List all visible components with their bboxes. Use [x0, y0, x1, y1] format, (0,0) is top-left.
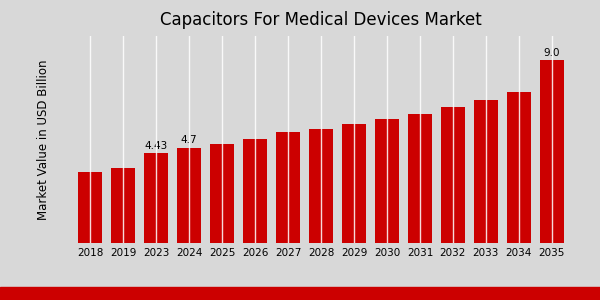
Bar [342, 124, 366, 243]
Bar [474, 100, 498, 243]
Bar [78, 172, 102, 243]
Bar [309, 129, 333, 243]
Bar [177, 148, 201, 243]
Bar [111, 168, 135, 243]
Bar [408, 113, 432, 243]
Y-axis label: Market Value in USD Billion: Market Value in USD Billion [37, 59, 50, 220]
Bar [210, 144, 234, 243]
Bar [144, 153, 168, 243]
Text: 4.43: 4.43 [145, 141, 168, 151]
Text: 9.0: 9.0 [544, 48, 560, 58]
Bar [507, 92, 531, 243]
Text: 4.7: 4.7 [181, 135, 197, 145]
Bar [375, 119, 399, 243]
Title: Capacitors For Medical Devices Market: Capacitors For Medical Devices Market [160, 11, 482, 29]
Bar [441, 107, 465, 243]
Bar [276, 132, 300, 243]
Bar [540, 60, 564, 243]
Bar [243, 139, 267, 243]
